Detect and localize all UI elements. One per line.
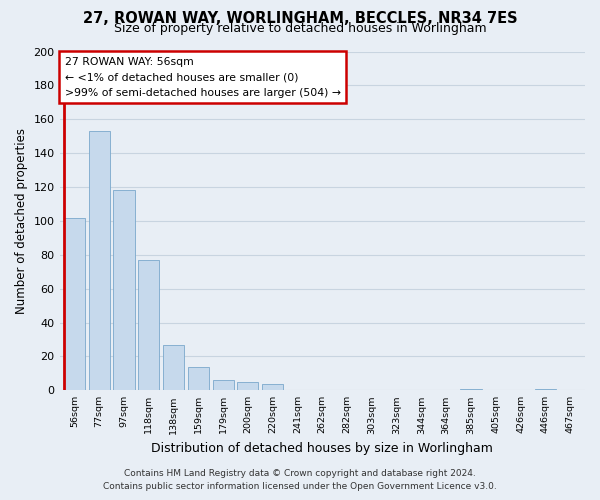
Bar xyxy=(238,382,259,390)
Bar xyxy=(188,366,209,390)
Bar xyxy=(163,344,184,391)
Text: 27 ROWAN WAY: 56sqm
← <1% of detached houses are smaller (0)
>99% of semi-detach: 27 ROWAN WAY: 56sqm ← <1% of detached ho… xyxy=(65,56,341,98)
Y-axis label: Number of detached properties: Number of detached properties xyxy=(15,128,28,314)
Bar xyxy=(64,218,85,390)
Bar xyxy=(113,190,134,390)
Bar xyxy=(89,131,110,390)
Bar xyxy=(212,380,233,390)
Bar xyxy=(535,388,556,390)
Bar xyxy=(262,384,283,390)
Bar xyxy=(460,388,482,390)
X-axis label: Distribution of detached houses by size in Worlingham: Distribution of detached houses by size … xyxy=(151,442,493,455)
Bar xyxy=(138,260,160,390)
Text: Contains HM Land Registry data © Crown copyright and database right 2024.
Contai: Contains HM Land Registry data © Crown c… xyxy=(103,470,497,491)
Text: 27, ROWAN WAY, WORLINGHAM, BECCLES, NR34 7ES: 27, ROWAN WAY, WORLINGHAM, BECCLES, NR34… xyxy=(83,11,517,26)
Text: Size of property relative to detached houses in Worlingham: Size of property relative to detached ho… xyxy=(113,22,487,35)
